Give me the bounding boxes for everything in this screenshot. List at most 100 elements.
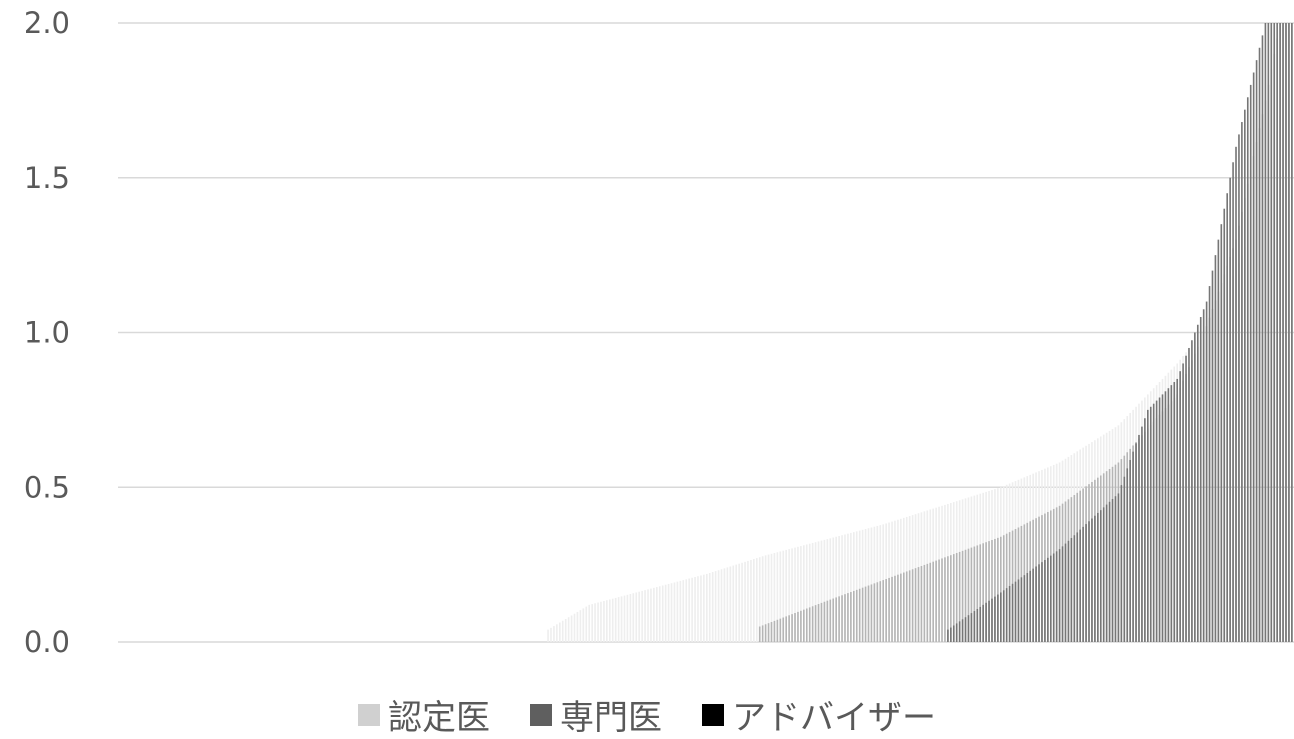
bar-認定医: [658, 586, 661, 642]
bar-専門医: [826, 600, 829, 642]
bar-専門医: [941, 558, 943, 642]
y-tick-label: 2.0: [24, 6, 70, 40]
bar-アドバイザー: [1235, 146, 1237, 643]
bar-専門医: [985, 542, 987, 642]
bar-アドバイザー: [1029, 570, 1032, 642]
bar-アドバイザー: [1282, 23, 1284, 642]
bar-アドバイザー: [1002, 590, 1005, 642]
bar-アドバイザー: [973, 611, 976, 642]
bar-認定医: [708, 572, 711, 642]
bar-認定医: [750, 559, 752, 642]
bar-アドバイザー: [1249, 84, 1252, 642]
bar-認定医: [855, 531, 858, 642]
bar-アドバイザー: [1191, 340, 1193, 642]
bar-アドバイザー: [1079, 529, 1081, 642]
bar-認定医: [679, 580, 682, 642]
bar-アドバイザー: [1149, 406, 1152, 642]
bar-認定医: [741, 562, 743, 642]
bar-アドバイザー: [1214, 255, 1217, 643]
bar-専門医: [773, 620, 776, 642]
bar-認定医: [644, 590, 646, 642]
bar-専門医: [1005, 533, 1008, 642]
bar-認定医: [720, 569, 723, 642]
bar-認定医: [697, 576, 699, 642]
y-tick-label: 0.0: [24, 625, 70, 659]
bar-専門医: [929, 562, 932, 642]
bar-認定医: [826, 539, 829, 642]
bar-認定医: [664, 584, 667, 642]
bar-専門医: [838, 596, 840, 642]
bar-専門医: [891, 576, 893, 642]
bar-認定医: [714, 571, 717, 642]
bar-認定医: [682, 580, 685, 642]
bar-専門医: [767, 623, 770, 642]
bar-認定医: [723, 568, 726, 642]
bar-認定医: [641, 590, 643, 642]
bar-アドバイザー: [1264, 23, 1267, 642]
bar-専門医: [870, 584, 873, 642]
bar-認定医: [559, 622, 561, 642]
bar-専門医: [858, 588, 861, 642]
bar-アドバイザー: [964, 617, 967, 642]
bar-認定医: [811, 542, 814, 642]
bar-アドバイザー: [994, 596, 996, 642]
bar-専門医: [882, 580, 885, 642]
bar-認定医: [770, 553, 773, 642]
bar-アドバイザー: [1105, 504, 1108, 642]
bar-アドバイザー: [1099, 510, 1102, 642]
bar-専門医: [835, 597, 837, 642]
bar-認定医: [726, 567, 729, 642]
bar-認定医: [647, 589, 649, 642]
bar-アドバイザー: [1032, 568, 1034, 642]
bar-認定医: [591, 604, 593, 642]
bar-認定医: [582, 608, 585, 642]
bar-アドバイザー: [1258, 47, 1261, 642]
bar-アドバイザー: [997, 594, 999, 642]
bar-専門医: [800, 610, 802, 642]
bar-認定医: [864, 529, 867, 642]
legend-label: 専門医: [560, 698, 662, 738]
bar-認定医: [603, 600, 605, 642]
legend-item: 認定医: [358, 690, 490, 739]
bar-アドバイザー: [1261, 35, 1264, 642]
bar-専門医: [794, 613, 796, 642]
bar-アドバイザー: [1023, 575, 1026, 642]
bar-アドバイザー: [976, 608, 979, 642]
bar-専門医: [855, 589, 858, 642]
bar-認定医: [794, 547, 796, 642]
bar-認定医: [711, 572, 714, 642]
bar-認定医: [653, 587, 655, 642]
bar-専門医: [955, 553, 958, 642]
bar-アドバイザー: [1244, 109, 1246, 642]
bar-専門医: [935, 560, 937, 642]
bar-専門医: [894, 575, 896, 642]
bar-認定医: [753, 559, 755, 642]
bar-認定医: [717, 570, 720, 642]
bar-アドバイザー: [1094, 515, 1096, 642]
bar-認定医: [755, 558, 758, 642]
bar-アドバイザー: [991, 598, 993, 642]
bar-専門医: [823, 601, 826, 642]
bar-アドバイザー: [1208, 286, 1211, 642]
bar-アドバイザー: [950, 627, 952, 642]
bar-専門医: [776, 619, 779, 642]
bar-認定医: [808, 543, 811, 642]
bar-認定医: [676, 581, 679, 642]
bar-認定医: [694, 577, 696, 642]
bar-認定医: [608, 599, 611, 642]
bar-アドバイザー: [988, 600, 990, 642]
bar-専門医: [973, 546, 976, 642]
bar-アドバイザー: [1170, 385, 1173, 642]
bar-専門医: [758, 626, 761, 642]
bar-アドバイザー: [1267, 23, 1270, 642]
bar-専門医: [902, 572, 905, 642]
bar-認定医: [738, 563, 740, 642]
bar-認定医: [570, 615, 573, 642]
bar-認定医: [832, 537, 835, 642]
bar-アドバイザー: [1035, 566, 1037, 642]
bar-認定医: [564, 619, 567, 642]
bar-アドバイザー: [1211, 270, 1214, 642]
bar-専門医: [788, 615, 790, 642]
bar-アドバイザー: [947, 629, 949, 642]
